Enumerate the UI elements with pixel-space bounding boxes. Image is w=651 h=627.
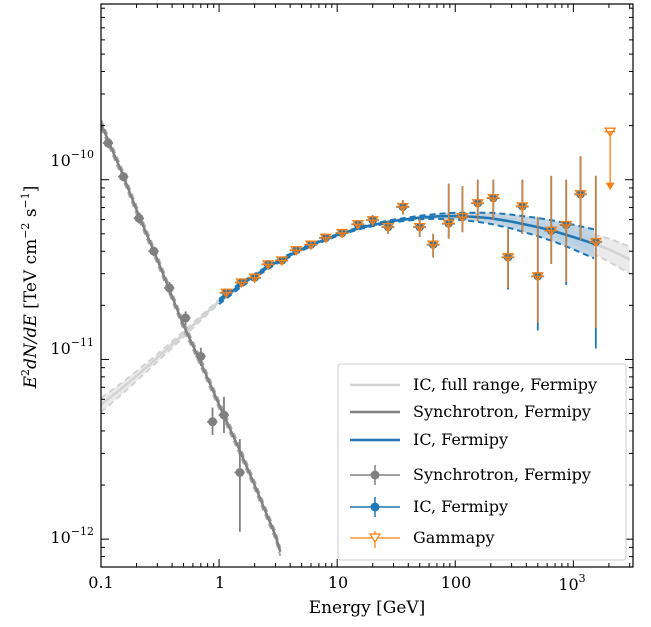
legend-swatch-ic-point <box>370 502 380 512</box>
x-tick-label: 100 <box>441 573 472 592</box>
ic-band <box>219 212 595 305</box>
gammapy-point <box>456 212 469 223</box>
sync-point <box>134 213 144 223</box>
legend-entry: IC, Fermipy <box>350 430 508 449</box>
legend-label: IC, full range, Fermipy <box>413 375 597 394</box>
legend-entry: Gammapy <box>350 528 494 548</box>
axis-ticks <box>100 4 633 568</box>
y-tick-label: 10−11 <box>50 336 94 358</box>
gammapy-point <box>319 233 332 244</box>
sync-band-edge <box>101 127 282 557</box>
x-tick-label: 0.1 <box>88 573 113 592</box>
plot-frame <box>100 3 634 568</box>
legend-entry: Synchrotron, Fermipy <box>350 465 591 485</box>
legend-entry: Synchrotron, Fermipy <box>350 402 591 421</box>
sync-point <box>181 313 191 323</box>
gammapy-point <box>275 256 289 267</box>
legend-label: Synchrotron, Fermipy <box>413 465 591 484</box>
gammapy-point <box>381 222 395 233</box>
gammapy-ul-arrowhead <box>605 182 615 190</box>
data-points <box>102 127 617 532</box>
x-tick-label: 1 <box>215 573 225 592</box>
x-tick-label: 103 <box>558 572 585 594</box>
x-axis-label: Energy [GeV] <box>309 598 426 618</box>
gammapy-point <box>574 190 587 200</box>
legend-label: Gammapy <box>413 528 494 547</box>
sync-point <box>219 410 229 420</box>
gammapy-point <box>351 220 365 231</box>
gammapy-point <box>471 199 484 209</box>
gammapy-point <box>501 253 515 264</box>
gammapy-point <box>290 246 303 256</box>
gammapy-point <box>442 219 455 230</box>
legend-box <box>337 363 627 561</box>
gammapy-point <box>366 216 379 226</box>
legend-label: IC, Fermipy <box>413 430 508 449</box>
gammapy-point <box>248 273 261 284</box>
legend-label: Synchrotron, Fermipy <box>413 402 591 421</box>
sync-point <box>196 351 206 361</box>
legend-entry: IC, Fermipy <box>350 497 508 517</box>
gammapy-point <box>261 260 275 271</box>
gammapy-point <box>396 202 410 213</box>
gammapy-point <box>545 226 558 237</box>
sync-point <box>103 138 113 148</box>
legend: IC, full range, Fermipy Synchrotron, Fer… <box>337 363 627 561</box>
sync-point <box>149 246 159 256</box>
gammapy-point <box>235 278 248 289</box>
legend-label: IC, Fermipy <box>413 497 508 516</box>
gammapy-ul-point <box>603 127 617 138</box>
gammapy-point <box>487 193 500 204</box>
sync-point <box>235 467 245 477</box>
sync-point <box>164 283 174 293</box>
gammapy-point <box>413 222 426 233</box>
ic-full-band-edge <box>101 213 631 399</box>
legend-swatch-sync-point <box>370 470 380 480</box>
legend-entry: IC, full range, Fermipy <box>350 375 597 394</box>
gammapy-point <box>304 240 318 251</box>
y-axis-label: E2dN/dE [TeV cm−2 s−1] <box>19 186 41 390</box>
y-tick-label: 10−12 <box>50 525 94 547</box>
gammapy-point <box>531 272 544 283</box>
sync-point <box>118 172 128 182</box>
ic-full-band-edge <box>101 216 631 413</box>
x-tick-label: 10 <box>328 573 348 592</box>
gammapy-point <box>560 220 573 231</box>
sync-point <box>208 417 218 427</box>
legend-swatch-gammapy-triangle <box>368 533 382 544</box>
gammapy-point <box>220 288 233 299</box>
sync-band-edge <box>101 119 282 549</box>
y-tick-label: 10−10 <box>50 148 94 170</box>
gammapy-point <box>335 228 349 239</box>
gammapy-point <box>589 237 602 248</box>
gammapy-point <box>516 202 529 213</box>
gammapy-point <box>426 240 440 251</box>
